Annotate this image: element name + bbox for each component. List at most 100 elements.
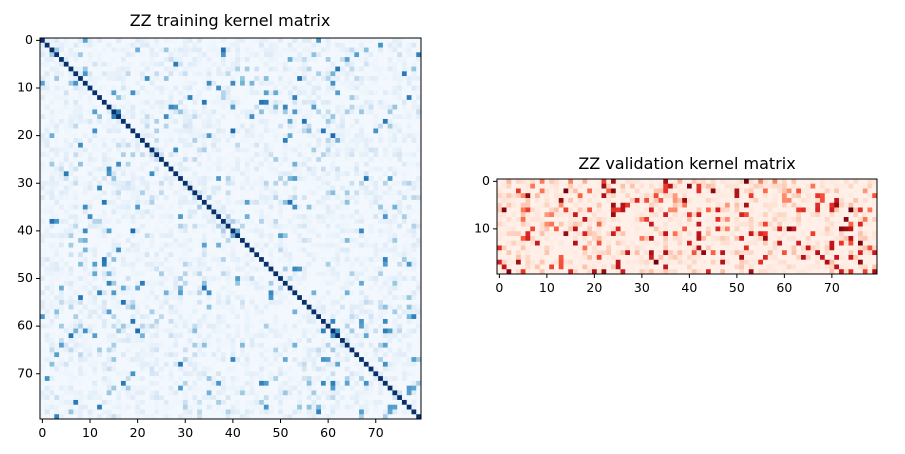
heatmap-cell [297,304,303,310]
heatmap-cell [206,61,212,67]
heatmap-cell [135,118,141,125]
heatmap-cell [192,161,198,167]
heatmap-cell [159,47,165,53]
heatmap-cell [406,76,412,82]
heatmap-cell [301,295,307,301]
heatmap-cell [140,52,146,58]
heatmap-cell [373,66,379,72]
heatmap-cell [78,80,84,86]
heatmap-cell [125,90,131,96]
heatmap-cell [387,171,393,177]
heatmap-cell [116,85,122,91]
heatmap-cell [249,318,255,325]
heatmap-cell [235,166,241,172]
heatmap-cell [320,280,327,286]
heatmap-cell [216,228,222,234]
heatmap-cell [187,38,193,44]
heatmap-cell [140,199,146,205]
heatmap-cell [92,171,98,177]
heatmap-cell [206,90,212,96]
heatmap-cell [178,123,184,129]
heatmap-cell [106,266,112,272]
heatmap-cell [278,214,284,220]
heatmap-cell [101,104,107,110]
heatmap-cell [135,104,141,110]
heatmap-cell [268,304,274,310]
heatmap-cell [135,266,141,272]
heatmap-cell [373,238,379,244]
heatmap-cell [382,57,388,63]
heatmap-cell [397,71,403,77]
heatmap-cell [240,166,246,172]
heatmap-cell [97,52,103,58]
heatmap-cell [97,218,103,225]
heatmap-cell [273,171,279,177]
heatmap-cell [373,285,379,291]
heatmap-cell [249,290,255,296]
heatmap-cell [392,185,398,191]
heatmap-cell [287,152,293,158]
heatmap-cell [373,247,379,253]
heatmap-cell [387,190,393,196]
heatmap-cell [159,228,165,234]
heatmap-cell [368,66,374,72]
heatmap-cell [116,238,122,244]
heatmap-cell [44,57,50,63]
heatmap-cell [63,223,69,229]
heatmap-cell [406,52,412,58]
heatmap-cell [149,257,155,263]
heatmap-cell [392,133,398,139]
heatmap-cell [140,99,146,105]
heatmap-cell [235,128,241,134]
heatmap-cell [306,157,312,163]
heatmap-cell [273,76,279,82]
heatmap-cell [106,152,112,158]
heatmap-cell [359,109,365,115]
heatmap-cell [301,147,307,153]
heatmap-cell [178,47,184,53]
heatmap-cell [254,280,260,286]
heatmap-cell [349,71,355,77]
heatmap-cell [263,318,269,325]
heatmap-cell [101,176,107,182]
heatmap-cell [211,109,217,115]
heatmap-cell [182,109,188,115]
heatmap-cell [216,171,222,177]
heatmap-cell [273,138,279,144]
heatmap-cell [220,176,227,182]
heatmap-cell [92,85,98,91]
heatmap-cell [406,161,412,167]
heatmap-cell [130,161,136,167]
heatmap-cell [225,195,231,201]
heatmap-cell [325,61,331,67]
heatmap-cell [163,257,169,263]
heatmap-cell [344,199,350,205]
heatmap-cell [292,76,298,82]
heatmap-cell [178,133,184,139]
heatmap-cell [316,204,322,210]
heatmap-cell [82,138,88,144]
heatmap-cell [349,157,355,163]
heatmap-cell [416,247,422,253]
heatmap-cell [130,123,136,129]
heatmap-cell [235,242,241,248]
heatmap-cell [316,42,322,48]
heatmap-cell [163,214,169,220]
heatmap-cell [173,242,179,248]
heatmap-cell [278,242,284,248]
heatmap-cell [216,166,222,172]
heatmap-cell [125,304,131,310]
heatmap-cell [387,318,393,325]
heatmap-cell [178,228,184,234]
heatmap-cell [144,142,150,148]
heatmap-cell [168,247,174,253]
heatmap-cell [287,161,293,167]
heatmap-cell [106,76,112,82]
heatmap-cell [125,233,131,239]
heatmap-cell [320,52,327,58]
heatmap-cell [235,114,241,120]
heatmap-cell [401,85,408,91]
heatmap-cell [230,42,236,48]
heatmap-cell [163,85,169,91]
heatmap-cell [330,114,336,120]
